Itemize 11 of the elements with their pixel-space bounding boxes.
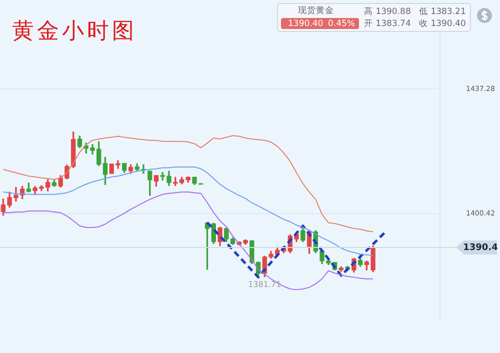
chart-title: 黄金小时图 (12, 17, 137, 45)
line-series (206, 221, 388, 278)
text: 0.45% (328, 19, 356, 29)
text: 低 1383.21 (419, 7, 466, 17)
text: 收 1390.40 (419, 19, 466, 29)
text: 开 1383.74 (364, 19, 411, 29)
text: 1390.40 (288, 19, 324, 29)
text: 现货黄金 (298, 6, 334, 16)
annotation: 1381.71 (248, 280, 282, 289)
ref-line-label: 1390.4 (463, 242, 498, 253)
text: 高 1390.88 (364, 7, 411, 17)
